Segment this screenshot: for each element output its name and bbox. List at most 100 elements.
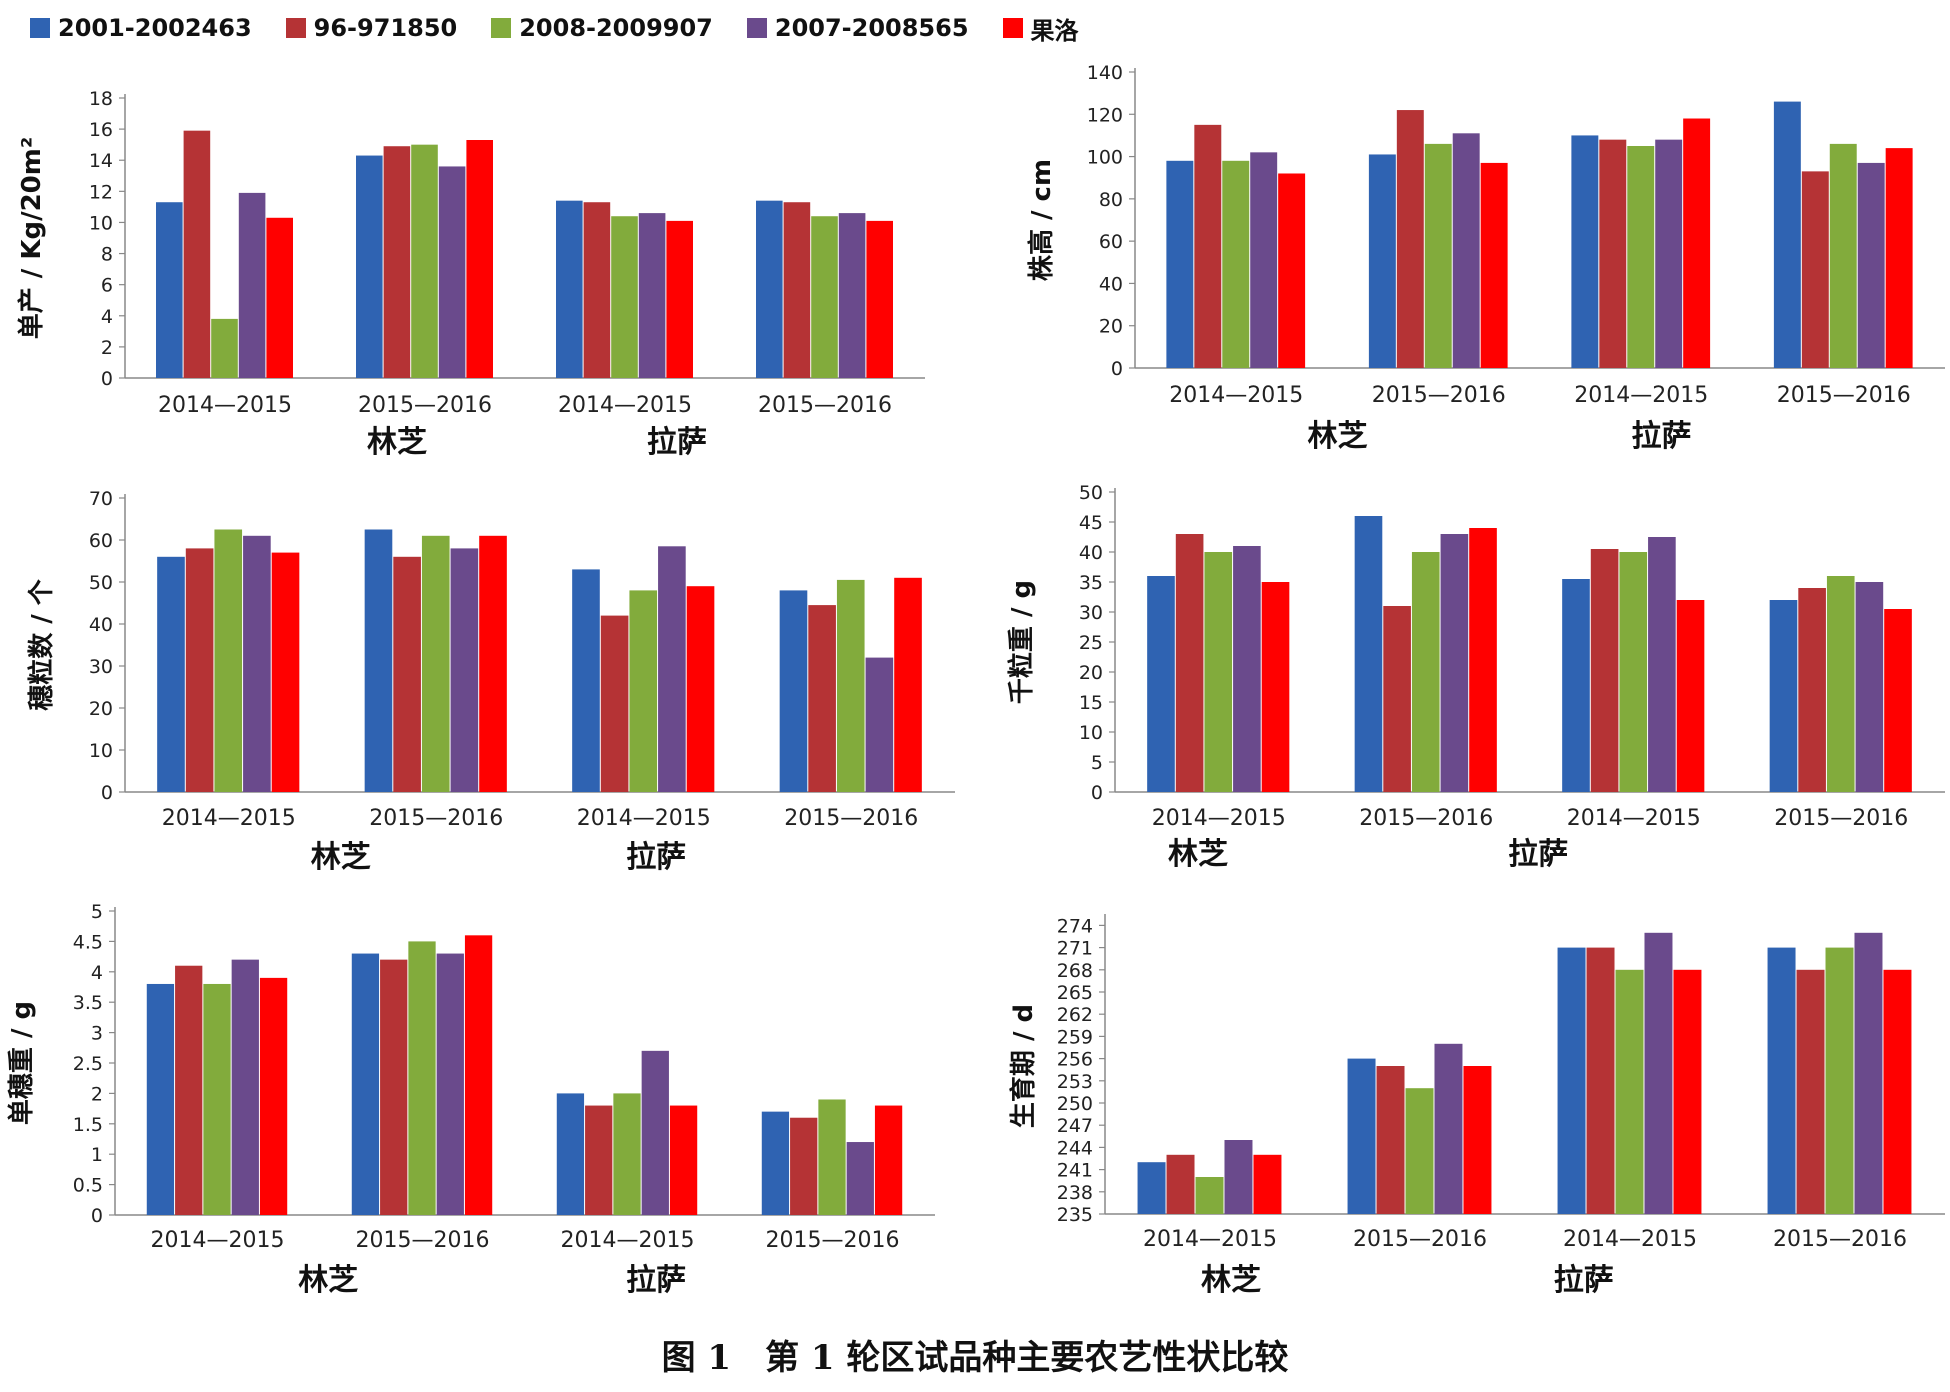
period-label: 2015—2016	[766, 1228, 900, 1253]
bar	[1885, 148, 1913, 368]
bar	[1452, 133, 1480, 368]
bar	[1883, 969, 1912, 1214]
bar	[383, 146, 411, 378]
y-tick-label: 20	[89, 698, 113, 720]
bar	[156, 202, 183, 378]
bar	[1557, 947, 1586, 1214]
bar	[464, 935, 493, 1215]
y-tick-label: 274	[1057, 915, 1093, 937]
period-label: 2014—2015	[162, 806, 296, 831]
y-tick-label: 40	[89, 614, 113, 636]
legend-item: 2007-2008565	[746, 14, 969, 42]
bar	[838, 213, 866, 378]
bar	[1376, 1066, 1405, 1214]
bar	[1615, 969, 1644, 1214]
y-tick-label: 10	[89, 212, 113, 234]
y-tick-label: 12	[89, 181, 113, 203]
bar	[231, 959, 259, 1215]
period-label: 2014—2015	[1169, 383, 1303, 408]
y-tick-label: 0.5	[73, 1175, 103, 1197]
location-label: 拉萨	[626, 1263, 686, 1298]
y-tick-label: 0	[1091, 782, 1103, 804]
bar	[1204, 552, 1233, 792]
location-label: 拉萨	[647, 425, 707, 460]
bar	[393, 556, 421, 792]
y-tick-label: 3	[91, 1023, 103, 1045]
bar	[1648, 537, 1676, 792]
y-tick-label: 20	[1079, 662, 1103, 684]
period-label: 2015—2016	[758, 393, 892, 418]
period-label: 2014—2015	[151, 1228, 285, 1253]
bar	[183, 130, 211, 378]
bar	[1463, 1066, 1492, 1214]
bar	[811, 216, 838, 378]
bar	[1469, 528, 1497, 792]
bar	[450, 548, 479, 792]
y-tick-label: 256	[1057, 1049, 1093, 1071]
bar	[1383, 606, 1411, 792]
bar	[1253, 1154, 1282, 1214]
bar	[1175, 534, 1204, 792]
y-tick-label: 241	[1057, 1160, 1093, 1182]
bar	[1562, 579, 1590, 792]
bar	[479, 535, 507, 792]
y-tick-label: 265	[1057, 982, 1093, 1004]
y-tick-label: 3.5	[73, 992, 103, 1014]
bar	[1773, 101, 1801, 368]
legend-swatch	[746, 18, 767, 38]
bar	[1767, 947, 1796, 1214]
bar	[761, 1111, 790, 1215]
bar	[666, 220, 693, 378]
bar	[1683, 118, 1711, 368]
y-tick-label: 238	[1057, 1182, 1093, 1204]
y-tick-label: 45	[1079, 512, 1103, 534]
bar	[1224, 1140, 1253, 1214]
bar	[1137, 1162, 1166, 1214]
location-label: 林芝	[367, 425, 427, 460]
y-tick-label: 5	[91, 901, 103, 923]
legend-label: 2001-2002463	[58, 14, 252, 42]
legend-item: 2008-2009907	[491, 14, 713, 42]
y-tick-label: 10	[1079, 722, 1103, 744]
legend-item: 96-971850	[285, 14, 458, 42]
bar	[1619, 552, 1648, 792]
bar	[836, 579, 865, 792]
y-tick-label: 40	[1079, 542, 1103, 564]
y-tick-label: 250	[1057, 1093, 1093, 1115]
period-label: 2014—2015	[158, 393, 292, 418]
bar	[583, 202, 611, 378]
y-tick-label: 35	[1079, 572, 1103, 594]
y-axis-label: 株高 / cm	[1026, 159, 1057, 281]
bar	[1884, 609, 1912, 792]
bar	[756, 200, 783, 378]
legend-item: 果洛	[1002, 11, 1079, 46]
legend-swatch	[285, 18, 306, 38]
bar	[1655, 139, 1683, 368]
bar	[1825, 947, 1854, 1214]
location-label: 拉萨	[1508, 837, 1568, 872]
bar	[658, 546, 686, 792]
bar	[1222, 160, 1250, 368]
bar	[874, 1105, 903, 1215]
legend-swatch	[491, 18, 512, 38]
legend: 2001-2002463 96-971850 2008-2009907 2007-20…	[30, 10, 1079, 46]
bar	[1586, 947, 1615, 1214]
bar	[1261, 582, 1290, 792]
location-label: 林芝	[1201, 1263, 1261, 1298]
y-tick-label: 4	[101, 306, 113, 328]
bar	[866, 220, 893, 378]
y-tick-label: 2.5	[73, 1053, 103, 1075]
chart-growth-period: 2352382412442472502532562592622652682712…	[1008, 914, 1945, 1298]
period-label: 2015—2016	[358, 393, 492, 418]
y-axis-label: 单穗重 / g	[7, 1001, 37, 1125]
period-label: 2015—2016	[1773, 1227, 1907, 1252]
bar	[1440, 534, 1469, 792]
y-tick-label: 1.5	[73, 1114, 103, 1136]
bar	[790, 1117, 818, 1215]
legend-label: 2007-2008565	[774, 14, 969, 42]
legend-label: 96-971850	[313, 14, 458, 42]
y-tick-label: 247	[1057, 1115, 1093, 1137]
bar	[1480, 162, 1508, 368]
location-label: 拉萨	[626, 840, 686, 875]
y-tick-label: 40	[1099, 273, 1123, 295]
